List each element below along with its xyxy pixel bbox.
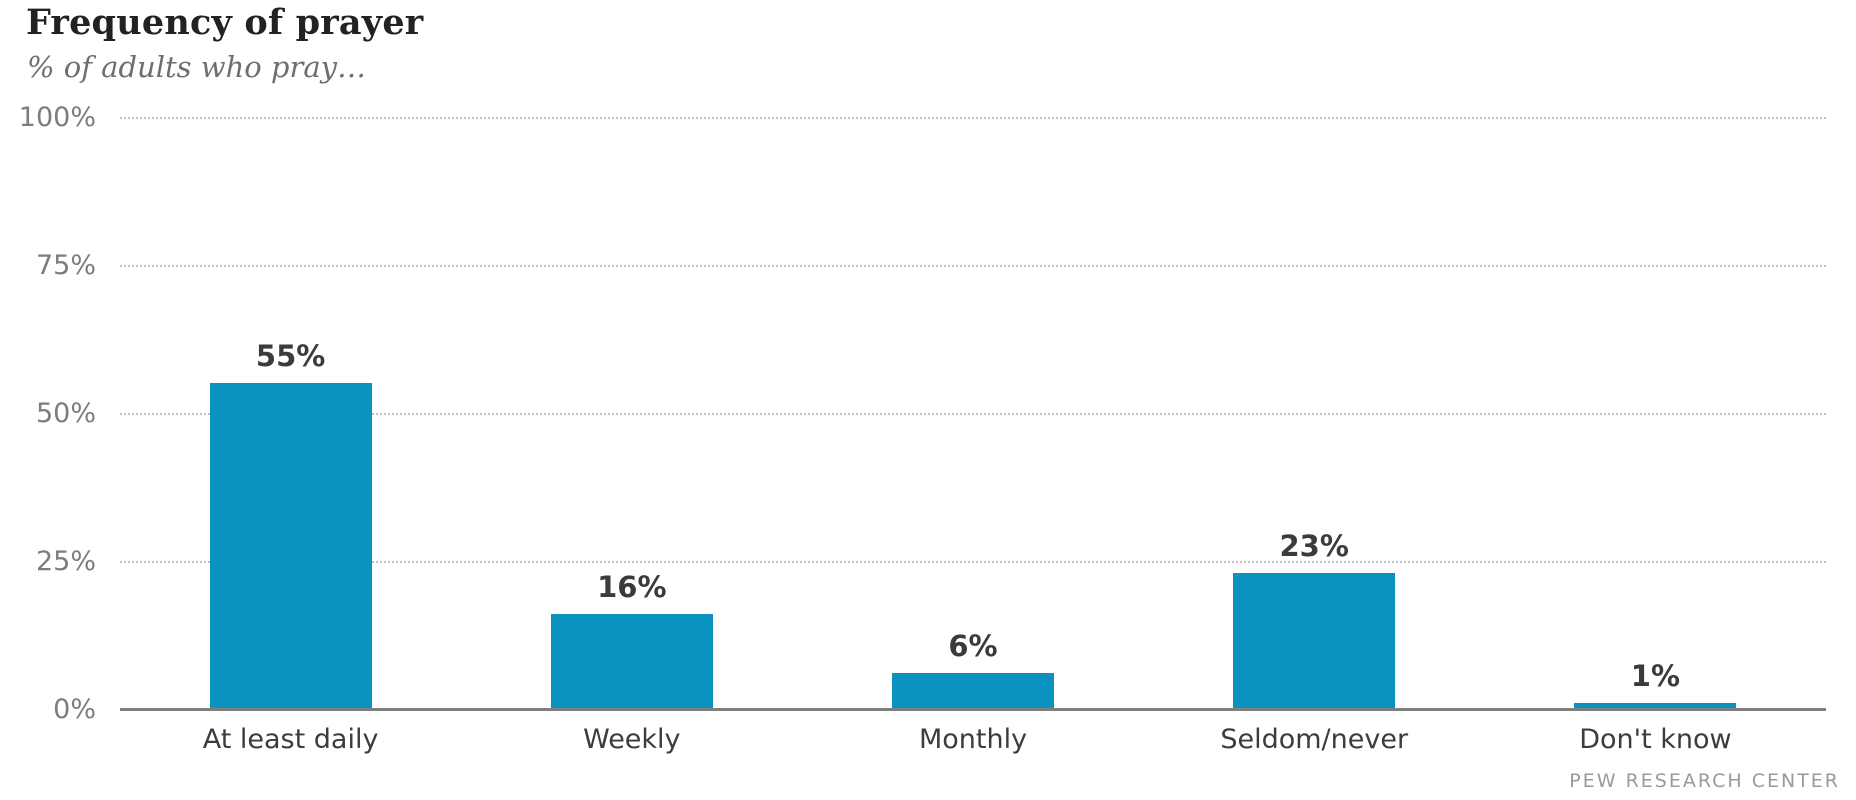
bar — [1574, 703, 1737, 709]
bar-value-label: 6% — [948, 629, 998, 663]
bar — [892, 673, 1054, 709]
bar-value-label: 1% — [1630, 659, 1681, 693]
bar-value-label: 23% — [1279, 529, 1349, 563]
bar-value-label: 16% — [597, 570, 667, 604]
category-label: Seldom/never — [1220, 724, 1409, 755]
category-label: Don't know — [1579, 724, 1732, 755]
bar-slot: 23% — [1144, 117, 1485, 709]
gridline — [120, 561, 1826, 563]
plot-area: 55% 16% 6% 23% 1% — [120, 117, 1826, 711]
bar — [550, 614, 713, 709]
category-label: At least daily — [202, 724, 379, 755]
chart-subtitle: % of adults who pray… — [27, 50, 367, 84]
bar — [1233, 573, 1396, 709]
bars-row: 55% 16% 6% 23% 1% — [120, 117, 1826, 709]
bar-value-label: 55% — [255, 339, 326, 373]
y-tick-label: 25% — [35, 546, 96, 577]
y-tick-label: 50% — [35, 398, 96, 429]
bar-slot: 16% — [461, 117, 802, 709]
gridline — [120, 265, 1826, 267]
y-tick-label: 100% — [18, 102, 96, 133]
x-axis-line — [120, 708, 1826, 711]
bar-slot: 1% — [1485, 117, 1826, 709]
category-label: Monthly — [918, 724, 1028, 755]
category-label: Weekly — [583, 724, 681, 755]
y-tick-label: 0% — [53, 694, 96, 725]
category-labels-row: At least daily Weekly Monthly Seldom/never D… — [120, 724, 1826, 755]
gridline — [120, 117, 1826, 119]
source-attribution: PEW RESEARCH CENTER — [1569, 770, 1840, 792]
bar-slot: 55% — [120, 117, 461, 709]
y-tick-label: 75% — [35, 250, 96, 281]
gridline — [120, 413, 1826, 415]
bar — [209, 383, 372, 709]
bar-slot: 6% — [802, 117, 1143, 709]
chart-title: Frequency of prayer — [26, 2, 424, 43]
